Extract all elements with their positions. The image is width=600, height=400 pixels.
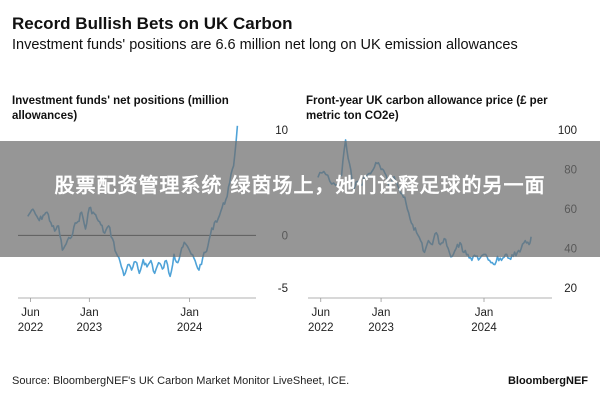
left-chart-title: Investment funds' net positions (million…	[12, 95, 229, 122]
right-xtick-label: 2024	[471, 322, 497, 334]
right-ytick-label: 20	[564, 283, 577, 295]
left-xtick-label: 2022	[18, 322, 44, 334]
left-ytick-label: -5	[278, 283, 288, 295]
right-xtick-label: 2023	[368, 322, 394, 334]
right-chart-title: Front-year UK carbon allowance price (£ …	[306, 95, 548, 122]
right-ytick-label: 100	[558, 125, 577, 137]
page-subtitle: Investment funds' positions are 6.6 mill…	[12, 37, 518, 53]
page-title: Record Bullish Bets on UK Carbon	[12, 14, 293, 33]
right-xtick-label: 2022	[308, 322, 334, 334]
brand-logo: BloombergNEF	[507, 375, 588, 387]
left-xtick-label: 2024	[177, 322, 203, 334]
right-xtick-label: Jan	[475, 307, 494, 319]
right-xtick-label: Jun	[311, 307, 330, 319]
overlay-text: 股票配资管理系统 绿茵场上，她们诠释足球的另一面	[54, 173, 546, 197]
left-ytick-label: 10	[275, 125, 288, 137]
right-xtick-label: Jan	[372, 307, 391, 319]
left-xtick-label: Jan	[80, 307, 99, 319]
promo-overlay-banner: 股票配资管理系统 绿茵场上，她们诠释足球的另一面	[0, 141, 600, 257]
left-xtick-label: 2023	[77, 322, 103, 334]
left-xtick-label: Jun	[21, 307, 40, 319]
source-note: Source: BloombergNEF's UK Carbon Market …	[12, 375, 350, 387]
left-xtick-label: Jan	[180, 307, 199, 319]
